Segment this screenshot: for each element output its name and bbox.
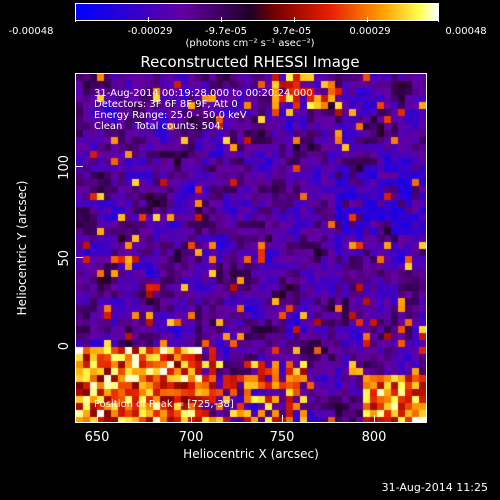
y-axis-label: Heliocentric Y (arcsec) [15, 180, 29, 316]
x-tick-label: 750 [269, 430, 295, 445]
y-tick [75, 348, 83, 349]
colorbar-tick [367, 17, 368, 22]
x-tick [374, 415, 375, 423]
y-tick-label: 50 [57, 250, 72, 267]
colorbar-label: 0.00048 [445, 26, 487, 37]
colorbar [75, 3, 439, 21]
colorbar-tick [294, 17, 295, 22]
colorbar-tick [148, 17, 149, 22]
x-tick [97, 415, 98, 423]
colorbar-tick [75, 17, 76, 22]
x-tick [191, 415, 192, 423]
info-energy: Energy Range: 25.0 - 50.0 keV [94, 110, 247, 121]
y-tick [75, 166, 83, 167]
colorbar-label: -9.7e-05 [205, 26, 247, 37]
colorbar-label: 9.7e-05 [272, 26, 312, 37]
info-clean: Clean Total counts: 504. [94, 121, 224, 132]
x-axis-label: Heliocentric X (arcsec) [183, 447, 319, 461]
y-tick-label: 0 [57, 342, 72, 351]
colorbar-units: (photons cm⁻² s⁻¹ asec⁻²) [185, 38, 315, 49]
x-tick-label: 800 [361, 430, 387, 445]
x-tick-label: 650 [84, 430, 110, 445]
rhessi-image: 31-Aug-2014 00:19:28.000 to 00:20:24.000… [75, 73, 427, 423]
y-tick-label: 100 [57, 155, 72, 180]
colorbar-tick [438, 17, 439, 22]
colorbar-label: 0.00029 [349, 26, 391, 37]
image-title: Reconstructed RHESSI Image [140, 53, 360, 71]
info-peak: Position of Peak = [725,-38] [94, 399, 234, 410]
colorbar-label: -0.00048 [8, 26, 54, 37]
y-tick [75, 257, 83, 258]
info-detectors: Detectors: 3F 6F 8F 9F, Att 0 [94, 99, 238, 110]
info-time: 31-Aug-2014 00:19:28.000 to 00:20:24.000 [94, 88, 313, 99]
colorbar-label: -0.00029 [127, 26, 173, 37]
x-tick [282, 415, 283, 423]
footer-timestamp: 31-Aug-2014 11:25 [381, 481, 488, 494]
x-tick-label: 700 [178, 430, 204, 445]
image-heatmap [76, 74, 426, 422]
colorbar-tick [221, 17, 222, 22]
